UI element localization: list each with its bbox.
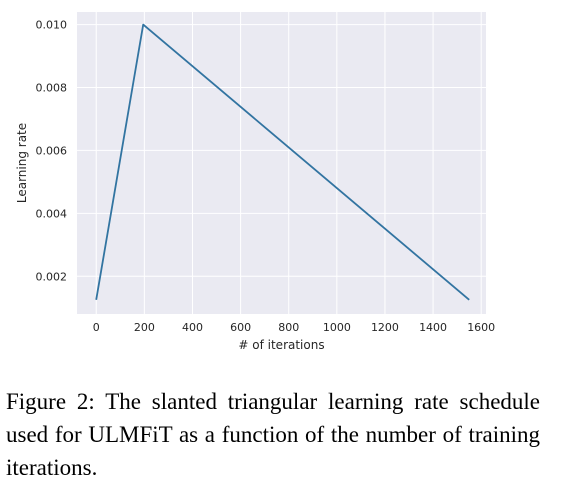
y-tick-labels: 0.002 0.004 0.006 0.008 0.010 <box>36 19 68 284</box>
y-tick-label: 0.008 <box>36 82 68 95</box>
x-tick-label: 800 <box>278 321 299 334</box>
x-tick-label: 400 <box>182 321 203 334</box>
y-tick-label: 0.006 <box>36 144 68 157</box>
series-group <box>95 23 470 301</box>
x-tick-label: 600 <box>230 321 251 334</box>
learning-rate-chart: 0.002 0.004 0.006 0.008 0.010 0 200 400 600 800 1… <box>15 12 495 352</box>
x-tick-label: 1000 <box>323 321 351 334</box>
grid-lines <box>77 12 486 314</box>
x-tick-label: 1200 <box>371 321 399 334</box>
y-tick-label: 0.010 <box>36 19 68 32</box>
y-tick-label: 0.004 <box>36 207 68 220</box>
plot-area <box>77 12 486 314</box>
x-tick-label: 1600 <box>467 321 495 334</box>
y-axis-label: Learning rate <box>15 123 29 203</box>
x-tick-label: 200 <box>134 321 155 334</box>
x-tick-label: 0 <box>93 321 100 334</box>
figure-caption: Figure 2: The slanted triangular learnin… <box>6 389 540 480</box>
y-tick-label: 0.002 <box>36 270 68 283</box>
x-tick-label: 1400 <box>419 321 447 334</box>
x-axis-label: # of iterations <box>238 338 324 352</box>
series-line-0 <box>95 23 470 301</box>
x-tick-labels: 0 200 400 600 800 1000 1200 1400 1600 <box>93 321 495 334</box>
